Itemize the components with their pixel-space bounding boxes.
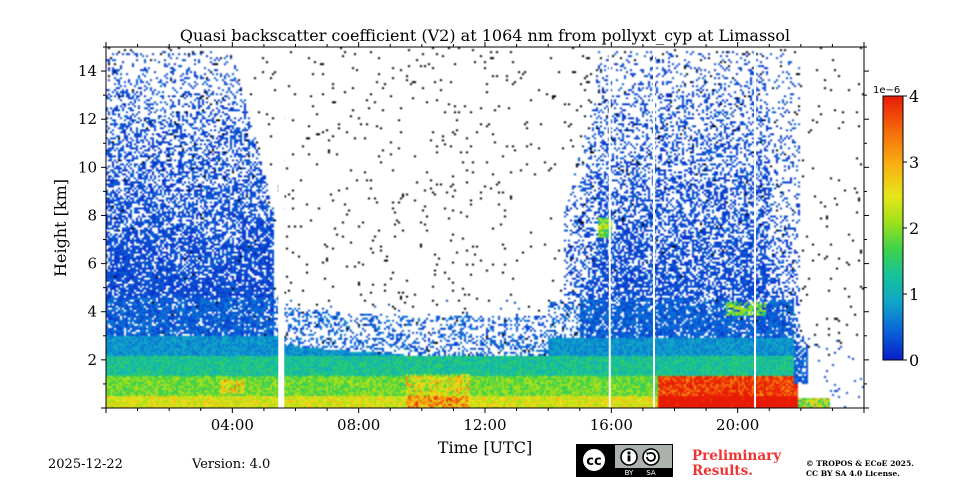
sa-sharealike-icon [642, 448, 660, 466]
preliminary-line-2: Results. [692, 463, 753, 479]
colorbar-gradient [882, 95, 904, 361]
y-axis: 2 4 6 8 10 12 14 [78, 46, 869, 409]
x-tick-label: 08:00 [337, 416, 380, 434]
colorbar-tick-label: 0 [909, 351, 919, 370]
copyright-notice: © TROPOS & ECoE 2025. CC BY SA 4.0 Licen… [806, 459, 914, 479]
x-axis: 04:00 08:00 12:00 16:00 20:00 [105, 42, 865, 434]
colorbar: 1e−6 0 1 2 3 4 [873, 85, 919, 370]
cc-sa-text: SA [646, 469, 656, 476]
colorbar-tick-label: 1 [909, 285, 919, 304]
y-tick-label: 12 [78, 110, 97, 128]
y-tick-label: 14 [78, 62, 97, 80]
copyright-line-2: CC BY SA 4.0 License. [806, 469, 900, 478]
svg-text:cc: cc [586, 454, 601, 469]
y-tick-label: 8 [87, 206, 97, 224]
colorbar-tick-label: 2 [909, 219, 919, 238]
y-tick-label: 4 [87, 303, 97, 321]
x-tick-label: 16:00 [590, 416, 633, 434]
preliminary-results-notice: Preliminary Results. [692, 449, 781, 479]
plot-area [105, 46, 865, 409]
footer-version: Version: 4.0 [192, 457, 271, 472]
data-gaps [278, 47, 757, 408]
backscatter-heatmap [106, 47, 864, 408]
y-tick-label: 2 [87, 351, 97, 369]
cc-icon [581, 447, 607, 473]
chart-title: Quasi backscatter coefficient (V2) at 10… [180, 26, 790, 45]
cc-by-text: BY [625, 469, 634, 476]
preliminary-line-1: Preliminary [692, 448, 782, 464]
x-tick-label: 04:00 [211, 416, 254, 434]
colorbar-tick-label: 4 [909, 87, 919, 106]
y-tick-label: 10 [78, 158, 97, 176]
colorbar-tick-label: 3 [909, 153, 919, 172]
x-tick-label: 12:00 [463, 416, 506, 434]
y-axis-label: Height [km] [51, 179, 70, 277]
x-axis-label: Time [UTC] [438, 438, 532, 457]
x-tick-label: 20:00 [716, 416, 759, 434]
cc-license-badge[interactable]: cc BY SA [576, 444, 673, 477]
colorbar-exponent-label: 1e−6 [873, 85, 900, 96]
footer-date: 2025-12-22 [48, 457, 123, 472]
copyright-line-1: © TROPOS & ECoE 2025. [806, 459, 914, 468]
y-tick-label: 6 [87, 255, 97, 273]
